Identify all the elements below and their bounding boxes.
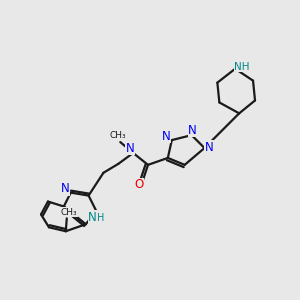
Text: N: N: [126, 142, 135, 154]
Text: CH₃: CH₃: [110, 130, 127, 140]
Text: N: N: [161, 130, 170, 142]
Text: O: O: [134, 178, 144, 191]
Text: H: H: [97, 213, 104, 224]
Text: N: N: [188, 124, 197, 137]
Text: N: N: [60, 182, 69, 195]
Text: NH: NH: [234, 62, 250, 72]
Text: N: N: [205, 140, 214, 154]
Text: N: N: [88, 211, 97, 224]
Text: CH₃: CH₃: [60, 208, 77, 217]
